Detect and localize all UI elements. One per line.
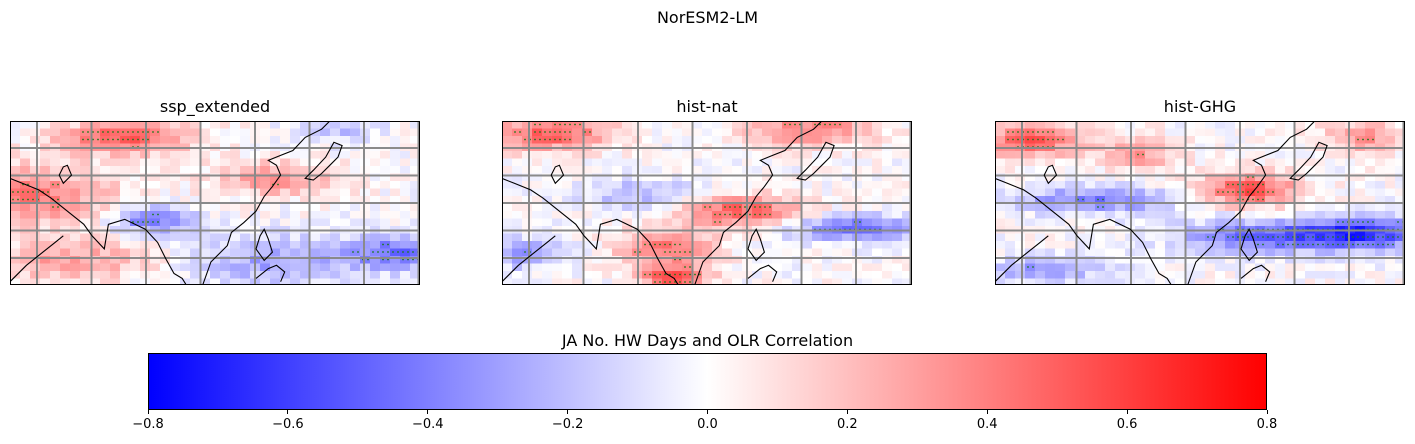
colorbar-tickmark — [287, 410, 289, 414]
panel-title-nat: hist-nat — [676, 97, 738, 116]
coastlines — [10, 121, 343, 285]
significance-stippling — [12, 131, 419, 261]
colorbar-tick-label: 0.4 — [976, 417, 998, 432]
map-frame — [10, 121, 420, 285]
colorbar-tickmark — [1266, 410, 1268, 414]
colorbar-tickmark — [567, 410, 569, 414]
coastlines — [995, 121, 1328, 285]
colorbar-tickmark — [427, 410, 429, 414]
map-panel-ghg — [995, 121, 1405, 285]
map-frame — [502, 121, 912, 285]
colorbar-tickmark — [147, 410, 149, 414]
map-panel-nat — [502, 121, 912, 285]
figure-title: NorESM2-LM — [656, 8, 759, 27]
colorbar-tick-label: −0.8 — [132, 417, 164, 432]
map-gridlines — [995, 121, 1405, 285]
colorbar-tick-label: 0.8 — [1256, 417, 1278, 432]
colorbar-tick-label: 0.0 — [697, 417, 718, 432]
colorbar-tickmark — [707, 410, 708, 414]
significance-stippling — [514, 123, 881, 283]
map-panel-ssp — [10, 121, 420, 285]
coastlines — [502, 121, 835, 285]
map-gridlines — [10, 121, 420, 285]
colorbar-label: JA No. HW Days and OLR Correlation — [561, 331, 854, 350]
panel-title-ghg: hist-GHG — [1163, 97, 1237, 116]
colorbar-tickmark — [986, 410, 988, 414]
colorbar-tick-label: −0.6 — [272, 417, 304, 432]
colorbar-tick-label: 0.2 — [837, 417, 858, 432]
map-frame — [995, 121, 1405, 285]
colorbar — [148, 353, 1267, 410]
colorbar-tick-label: −0.2 — [551, 417, 584, 432]
colorbar-tickmark — [1126, 410, 1128, 414]
correlation-field — [502, 121, 912, 285]
colorbar-tick-label: 0.6 — [1116, 417, 1138, 432]
panel-title-ssp: ssp_extended — [159, 97, 271, 116]
colorbar-tickmark — [846, 410, 848, 414]
colorbar-tick-label: −0.4 — [411, 417, 444, 432]
